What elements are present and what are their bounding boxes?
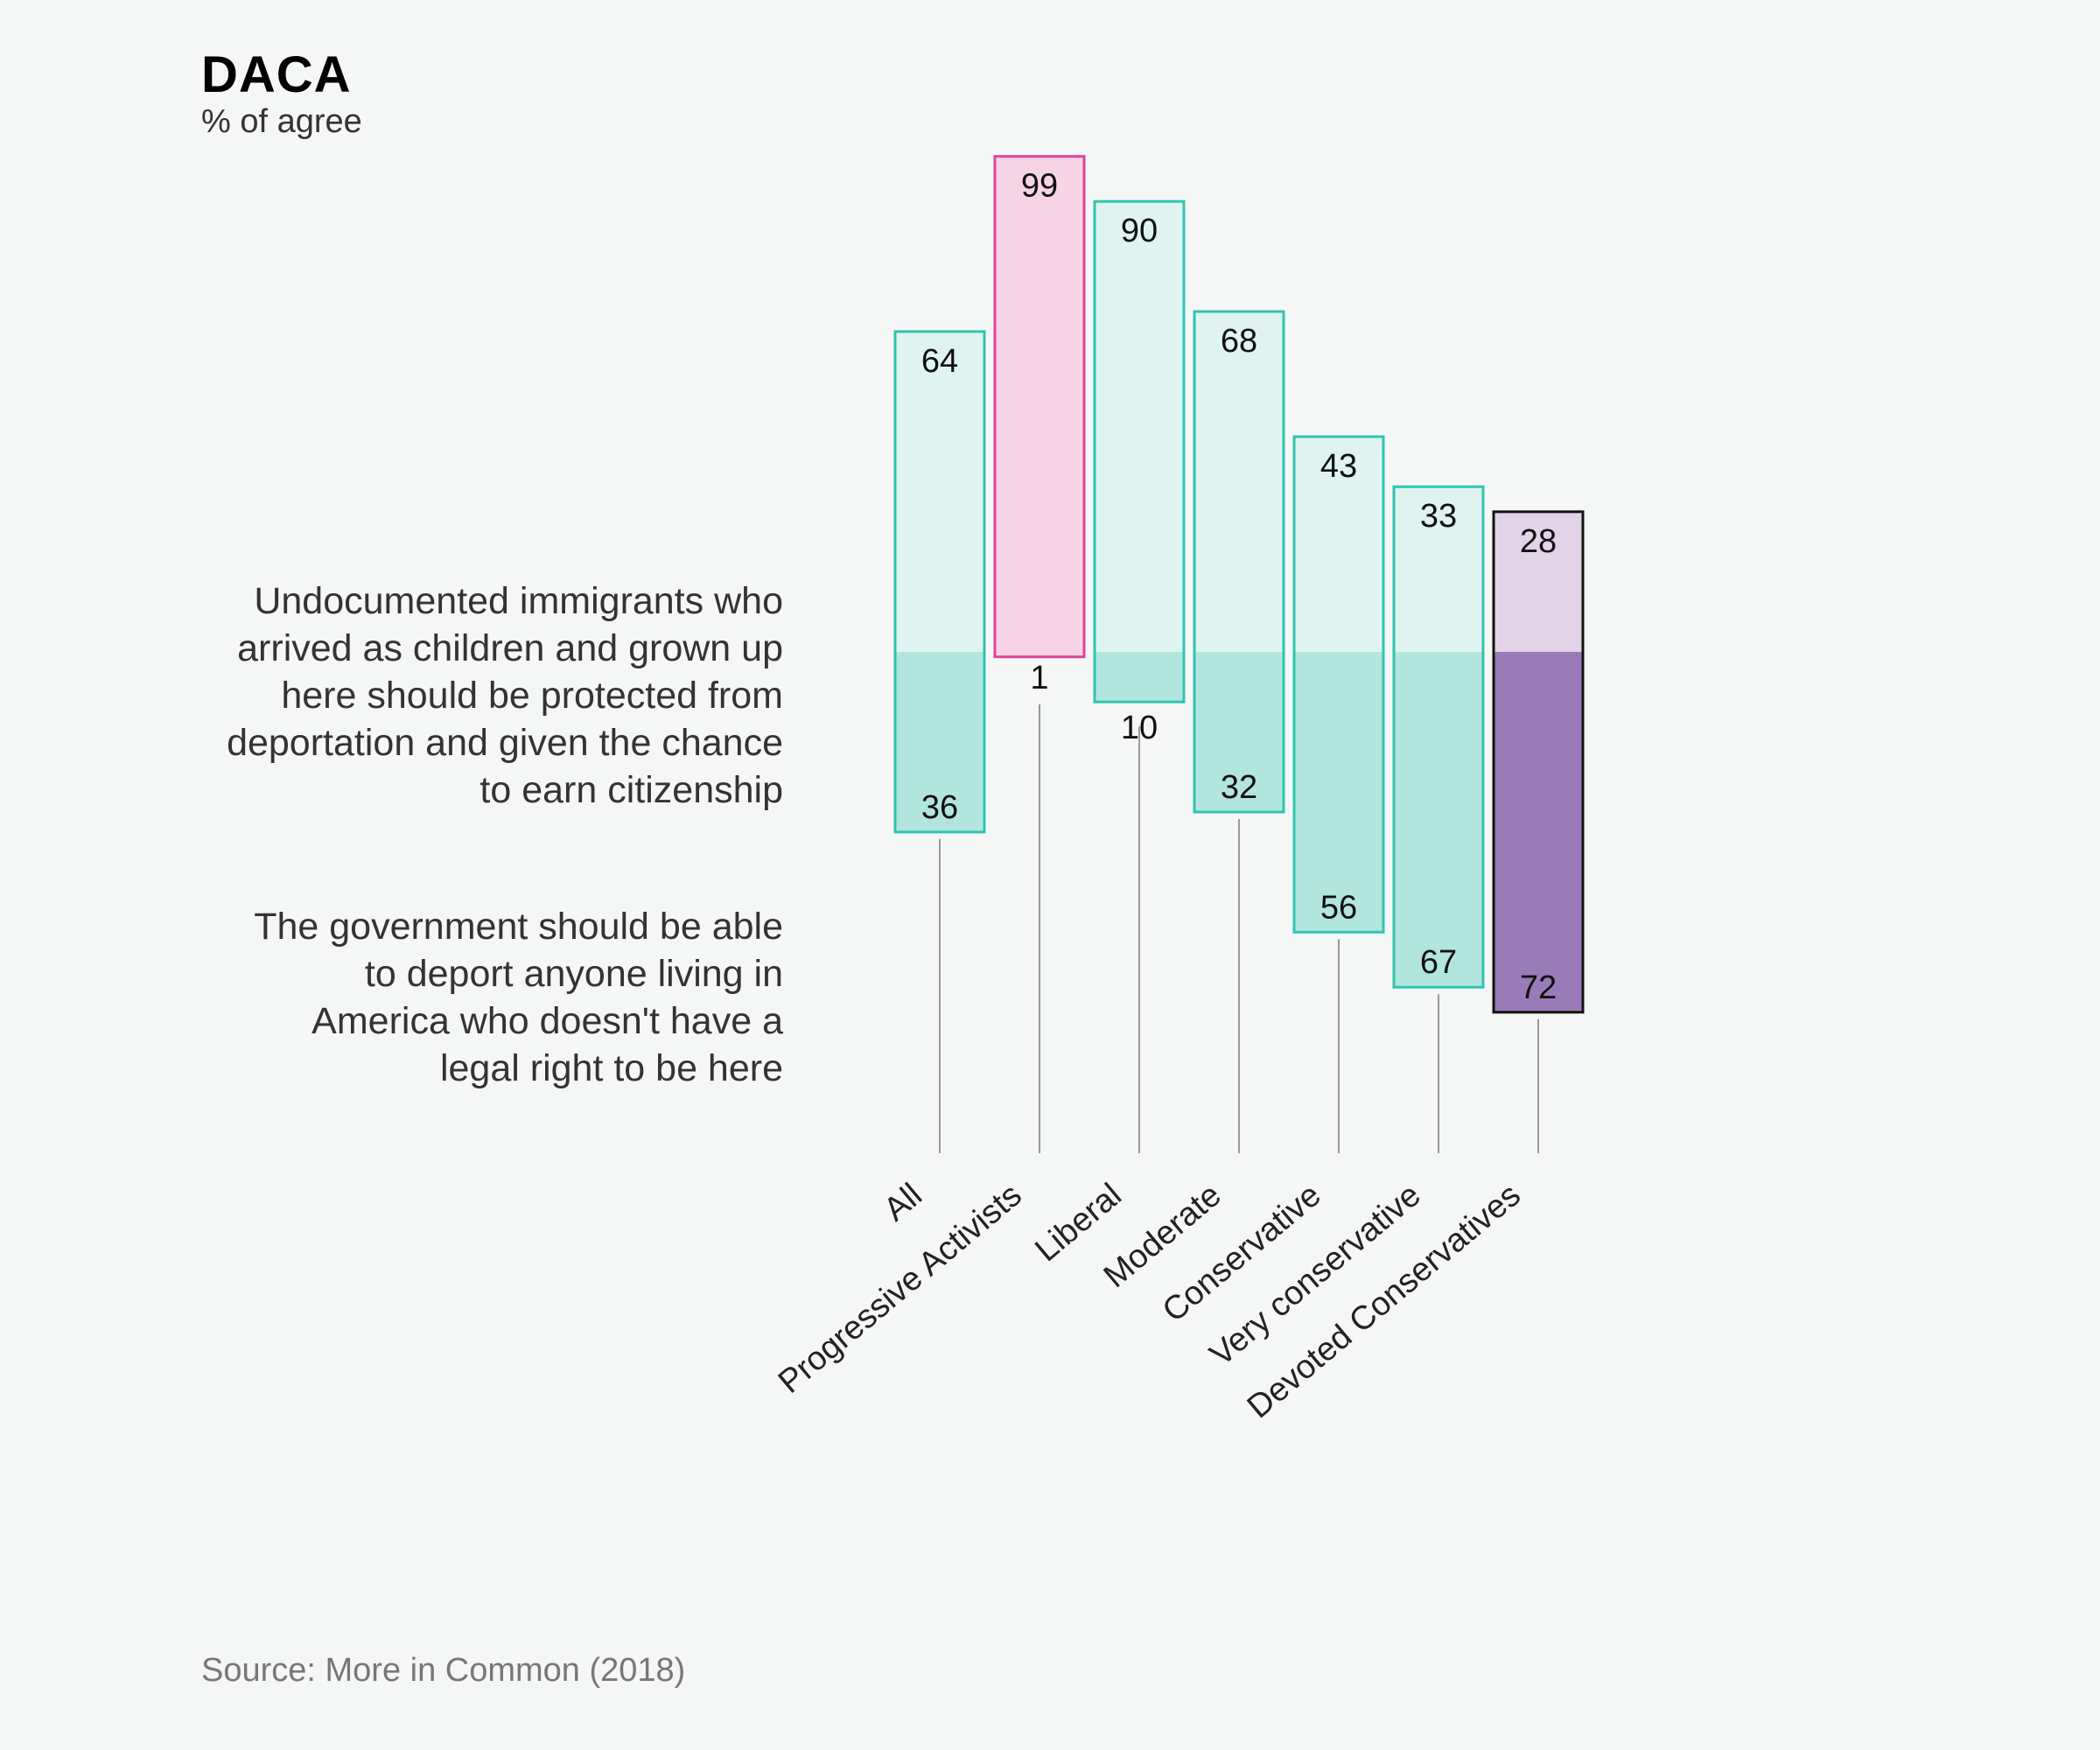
bar-outline-liberal xyxy=(1093,200,1186,704)
label-deport-moderate: 32 xyxy=(1221,769,1257,806)
label-agree-conservative: 43 xyxy=(1320,448,1357,485)
label-agree-very-conservative: 33 xyxy=(1420,498,1457,535)
bar-deport-devoted-conservatives xyxy=(1494,652,1583,1012)
label-deport-very-conservative: 67 xyxy=(1420,944,1457,981)
label-agree-liberal: 90 xyxy=(1121,213,1158,249)
category-label-all: All xyxy=(877,1177,928,1228)
statement-deport: The government should be able to deport … xyxy=(254,906,783,1089)
label-deport-progressive-activists: 1 xyxy=(1030,660,1048,696)
label-agree-all: 64 xyxy=(921,343,958,380)
label-agree-moderate: 68 xyxy=(1221,323,1257,360)
chart-subtitle: % of agree xyxy=(201,103,362,140)
statement-protect: Undocumented immigrants who arrived as c… xyxy=(227,580,783,811)
bar-outline-conservative xyxy=(1292,435,1385,934)
bar-deport-all xyxy=(895,652,984,832)
bar-deport-very-conservative xyxy=(1394,652,1483,988)
bar-outline-devoted-conservatives xyxy=(1492,510,1585,1014)
source-note: Source: More in Common (2018) xyxy=(201,1652,686,1689)
chart-title: DACA xyxy=(201,46,352,103)
bar-outline-all xyxy=(893,330,986,834)
label-deport-conservative: 56 xyxy=(1320,889,1357,926)
bar-deport-progressive-activists xyxy=(995,652,1084,657)
bar-agree-liberal xyxy=(1095,201,1184,652)
bar-agree-conservative xyxy=(1294,437,1383,652)
bar-deport-liberal xyxy=(1095,652,1184,703)
bar-agree-devoted-conservatives xyxy=(1494,511,1583,652)
label-deport-all: 36 xyxy=(921,789,958,826)
label-agree-progressive-activists: 99 xyxy=(1021,168,1058,205)
label-deport-devoted-conservatives: 72 xyxy=(1520,970,1557,1006)
label-agree-devoted-conservatives: 28 xyxy=(1520,523,1557,560)
bar-outline-moderate xyxy=(1193,310,1285,814)
bar-outline-very-conservative xyxy=(1392,485,1485,989)
bar-deport-conservative xyxy=(1294,652,1383,933)
bar-outline-progressive-activists xyxy=(993,155,1086,659)
bar-agree-all xyxy=(895,331,984,652)
bar-agree-very-conservative xyxy=(1394,486,1483,652)
bar-deport-moderate xyxy=(1194,652,1284,813)
label-deport-liberal: 10 xyxy=(1121,710,1158,746)
bar-agree-moderate xyxy=(1194,312,1284,652)
bar-agree-progressive-activists xyxy=(995,156,1084,653)
